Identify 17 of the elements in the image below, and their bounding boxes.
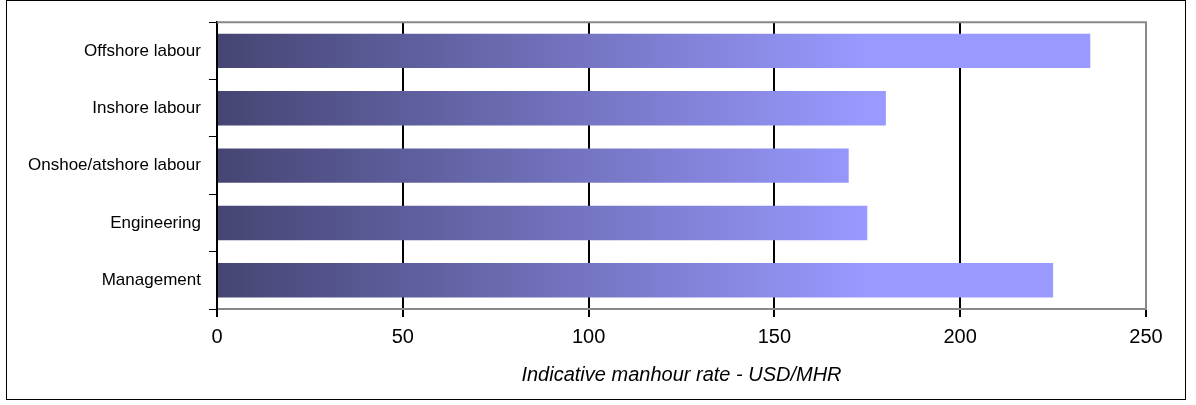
y-tick-label: Inshore labour — [92, 97, 202, 117]
x-tick-label: 50 — [391, 324, 414, 347]
x-tick-label: 100 — [571, 324, 606, 347]
x-tick-label: 0 — [211, 324, 223, 347]
y-tick-label: Offshore labour — [84, 40, 202, 60]
bar — [217, 91, 886, 126]
y-tick-label: Onshoe/atshore labour — [27, 155, 202, 175]
bar — [217, 33, 1091, 69]
x-tick-label: 250 — [1129, 324, 1163, 347]
x-tick-label: 150 — [757, 324, 792, 347]
x-tick-label: 200 — [943, 324, 977, 347]
bar — [217, 148, 849, 183]
y-tick-label: Management — [101, 270, 202, 290]
bar — [217, 263, 1054, 298]
bar — [217, 205, 868, 241]
x-axis-title: Indicative manhour rate - USD/MHR — [521, 362, 842, 385]
y-tick-label: Engineering — [110, 212, 201, 232]
